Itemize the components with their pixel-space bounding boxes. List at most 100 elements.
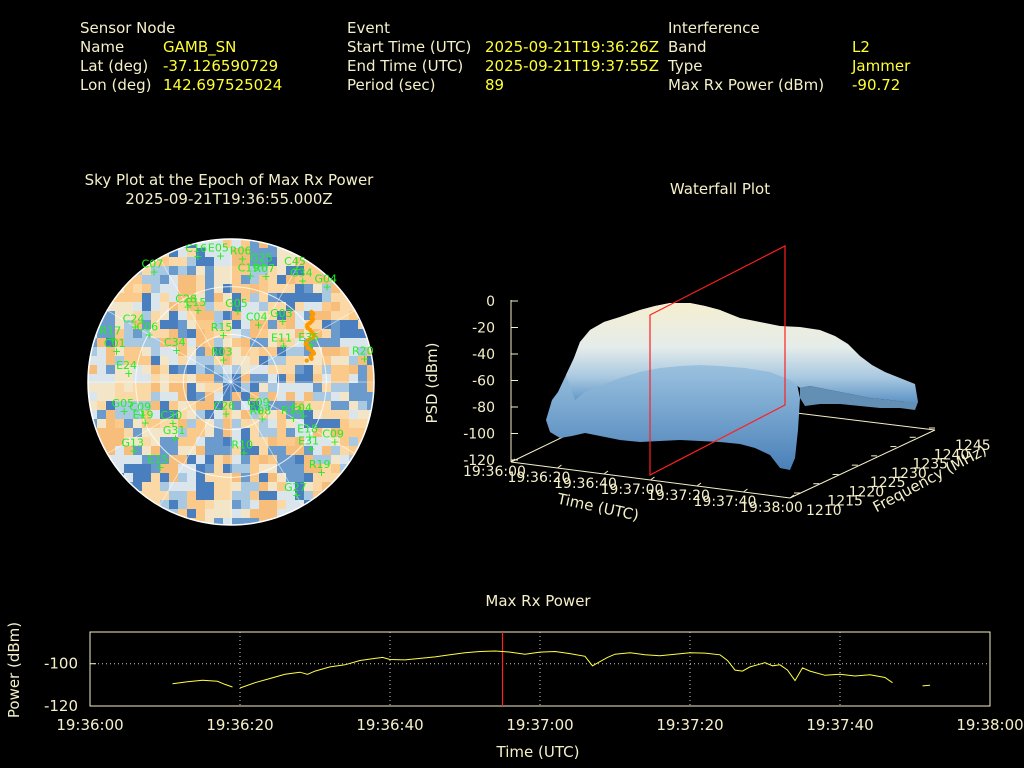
satellite-label: G13 (121, 436, 144, 449)
waterfall-time-tick-label: 19:36:20 (508, 470, 571, 486)
sky-plot-subtitle: 2025-09-21T19:36:55.000Z (125, 190, 333, 208)
max-rx-power-axes: 19:36:00 19:36:20 19:36:40 19:37:00 19:37:20… (5, 622, 1024, 761)
waterfall-z-tick-label: -100 (463, 427, 495, 443)
satellite-marker: + (172, 344, 181, 357)
sky-plot-title: Sky Plot at the Epoch of Max Rx Power (84, 171, 374, 189)
waterfall-surface-right (800, 386, 918, 410)
satellite-label: G05 (225, 297, 248, 310)
satellite-marker: + (193, 304, 202, 317)
satellite-label: E05 (208, 241, 229, 254)
azimuth-spoke (106, 310, 232, 383)
waterfall-plot-title: Waterfall Plot (669, 180, 771, 198)
horizon-ring (87, 238, 375, 526)
waterfall-time-tick (603, 470, 609, 475)
satellite-label: R10 (231, 438, 253, 451)
satellite-marker: + (298, 274, 307, 287)
interference-type-label: Type (668, 57, 703, 75)
satellite-marker: + (289, 412, 298, 425)
event-period-label: Period (sec) (347, 76, 436, 94)
azimuth-spoke (106, 381, 232, 454)
jammer-track-point (309, 356, 314, 361)
azimuth-spoke (230, 257, 303, 383)
satellite-marker: + (168, 417, 177, 430)
waterfall-time-tick-label: 19:37:00 (601, 482, 664, 498)
satellite-marker: + (141, 416, 150, 429)
power-trace-segment (922, 684, 931, 687)
sensor-heading: Sensor Node (80, 19, 176, 37)
interference-band-value: L2 (852, 38, 870, 56)
satellite-label: G05 (112, 397, 135, 410)
satellite-marker: + (144, 328, 153, 341)
satellite-marker: + (124, 367, 133, 380)
satellite-label: C26 (213, 399, 235, 412)
satellite-label: C30 (160, 409, 182, 422)
waterfall-time-tick-label: 19:37:20 (647, 488, 710, 504)
interference-band-label: Band (668, 38, 707, 56)
satellite-label: E18 (297, 423, 318, 436)
satellite-marker: + (254, 318, 263, 331)
satellite-label: E15 (185, 296, 206, 309)
event-start-value: 2025-09-21T19:36:26Z (485, 38, 659, 56)
satellite-label: R15 (211, 321, 233, 334)
satellite-label: G03 (270, 307, 293, 320)
satellite-label: C45 (284, 255, 306, 268)
waterfall-time-tick-label: 19:36:00 (463, 464, 526, 480)
satellite-label: C06 (136, 320, 158, 333)
satellite-marker: + (131, 320, 140, 333)
waterfall-time-tick (650, 476, 655, 481)
satellite-marker: + (299, 410, 308, 423)
waterfall-time-tick-label: 19:37:40 (694, 494, 757, 510)
satellite-marker: + (238, 253, 247, 266)
interference-type-value: Jammer (852, 57, 911, 75)
x-tick-label: 19:37:20 (656, 716, 723, 734)
satellite-label: G27 (284, 481, 307, 494)
waterfall-z-tick-label: -20 (472, 321, 495, 337)
satellite-marker: + (258, 413, 267, 426)
event-end-value: 2025-09-21T19:37:55Z (485, 57, 659, 75)
interference-heading: Interference (668, 19, 760, 37)
sensor-name-value: GAMB_SN (163, 38, 237, 56)
satellite-label: C16 (185, 242, 207, 255)
satellite-marker: + (279, 340, 288, 353)
y-tick-label: -100 (44, 655, 78, 673)
satellite-label: E31 (298, 434, 319, 447)
waterfall-time-tick (510, 458, 516, 463)
satellite-marker: + (360, 353, 369, 366)
waterfall-freq-tick-label: 1215 (827, 494, 863, 510)
satellite-label: C28 (175, 292, 197, 305)
event-period-value: 89 (485, 76, 505, 94)
satellite-marker: + (278, 315, 287, 328)
waterfall-time-tick (557, 464, 562, 469)
satellite-label: R07 (253, 262, 275, 275)
satellite-label: E11 (271, 332, 292, 345)
satellite-marker: + (233, 305, 242, 318)
jammer-track-point (304, 358, 309, 363)
satellite-label: C24 (123, 312, 145, 325)
azimuth-spoke (230, 310, 356, 383)
waterfall-freq-tick-label: 1245 (955, 438, 991, 454)
azimuth-spoke (159, 257, 232, 383)
waterfall-freq-axis (789, 429, 936, 499)
satellite-label: E04 (291, 402, 312, 415)
satellite-label: G04 (314, 273, 337, 286)
x-tick-label: 19:36:20 (206, 716, 273, 734)
sensor-lat-value: -37.126590729 (163, 57, 279, 75)
satellite-marker: + (221, 407, 230, 420)
satellite-label: R19 (309, 458, 331, 471)
satellite-marker: + (258, 259, 267, 272)
event-end-label: End Time (UTC) (347, 57, 464, 75)
waterfall-time-tick (789, 494, 795, 499)
satellite-label: C34 (164, 336, 186, 349)
satellite-marker: + (255, 404, 264, 417)
azimuth-spoke (230, 381, 356, 454)
waterfall-time-tick-label: 19:38:00 (740, 500, 803, 516)
interference-power-value: -90.72 (852, 76, 901, 94)
x-axis-label: Time (UTC) (496, 743, 580, 761)
satellite-marker: + (156, 461, 165, 474)
satellite-marker: + (306, 339, 315, 352)
satellite-marker: + (183, 300, 192, 313)
power-trace-segment (172, 679, 233, 688)
azimuth-spoke (230, 381, 303, 507)
